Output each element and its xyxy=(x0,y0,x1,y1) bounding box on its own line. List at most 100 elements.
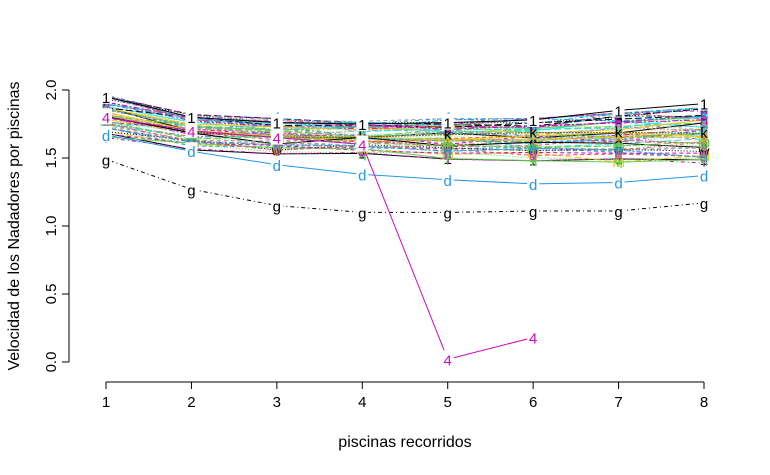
background-point-marker: p xyxy=(444,139,452,156)
background-point-marker: 2 xyxy=(273,137,281,154)
background-point-marker: a xyxy=(614,118,623,135)
background-point-marker: 8 xyxy=(700,122,708,139)
background-point-marker: j xyxy=(701,149,705,166)
point-marker-halo xyxy=(100,108,112,125)
point-marker-halo xyxy=(441,203,454,220)
background-series-line xyxy=(105,101,705,130)
point-marker-halo xyxy=(698,94,710,111)
background-point-marker: i xyxy=(702,109,705,126)
background-point-marker: r xyxy=(702,126,707,143)
background-point-marker: t xyxy=(531,119,536,136)
background-series-line xyxy=(105,127,705,158)
ticks: 1 2 3 4 5 6 7 80.00.51.01.52.0 xyxy=(43,80,708,411)
background-point-marker: 1 xyxy=(614,151,622,168)
background-point-marker: y xyxy=(615,130,623,147)
background-series-line xyxy=(105,115,705,149)
x-tick-label: 3 xyxy=(273,394,281,411)
point-marker-g: g xyxy=(358,205,366,222)
background-series-line xyxy=(105,94,705,125)
point-marker-g: g xyxy=(444,205,452,222)
background-point-marker: r xyxy=(445,126,450,143)
background-point-marker: k xyxy=(529,125,537,142)
point-marker-d: d xyxy=(529,177,537,194)
background-series-line xyxy=(105,95,705,128)
point-marker-halo xyxy=(356,115,369,131)
background-point-marker: w xyxy=(270,142,282,159)
background-point-marker: i xyxy=(617,124,620,141)
background-point-marker: p xyxy=(700,125,708,142)
background-point-marker: m xyxy=(441,137,454,154)
background-point-marker: l xyxy=(104,116,107,133)
background-point-marker: e xyxy=(187,130,195,147)
background-point-marker: 7 xyxy=(700,152,708,169)
point-marker-g: g xyxy=(102,152,110,169)
background-point-marker: 2 xyxy=(444,145,452,162)
x-tick-label: 7 xyxy=(614,394,622,411)
background-point-marker: t xyxy=(616,114,621,131)
background-point-marker: z xyxy=(700,108,708,125)
background-point-marker: f xyxy=(446,126,451,143)
background-point-marker: e xyxy=(529,139,537,156)
background-point-marker: q xyxy=(614,152,622,169)
background-point-marker: w xyxy=(441,140,453,157)
background-point-marker: k xyxy=(700,127,708,144)
background-point-marker: 6 xyxy=(700,111,708,128)
background-point-marker: b xyxy=(529,120,537,137)
background-point-marker: x xyxy=(700,135,708,152)
background-point-marker: j xyxy=(616,141,620,158)
background-point-marker: q xyxy=(529,150,537,167)
background-series-line xyxy=(105,121,705,145)
background-point-marker: 5 xyxy=(614,111,622,128)
background-point-marker: 2 xyxy=(700,131,708,148)
background-point-marker: y xyxy=(700,125,708,142)
background-series-line xyxy=(105,116,705,138)
point-marker-1: 1 xyxy=(187,110,195,127)
background-series-line xyxy=(105,122,705,148)
background-point-marker: f xyxy=(702,122,707,139)
background-point-marker: l xyxy=(617,142,620,159)
background-point-marker: 8 xyxy=(614,132,622,149)
background-point-marker: j xyxy=(530,141,534,158)
point-marker-1: 1 xyxy=(444,116,452,133)
background-point-marker: 8 xyxy=(529,143,537,160)
background-point-marker: j xyxy=(701,139,705,156)
background-point-marker: 9 xyxy=(614,109,622,126)
background-point-marker: l xyxy=(446,137,449,154)
background-point-marker: 7 xyxy=(273,140,281,157)
background-point-marker: e xyxy=(614,123,622,140)
x-tick-label: 5 xyxy=(444,394,452,411)
background-series-line xyxy=(105,107,705,134)
point-marker-halo xyxy=(100,125,112,142)
background-point-marker: 7 xyxy=(700,125,708,142)
background-point-marker: q xyxy=(273,144,281,161)
background-series-line xyxy=(105,114,705,142)
background-point-marker: z xyxy=(615,113,623,130)
background-point-marker: d xyxy=(614,146,622,163)
background-point-marker: q xyxy=(358,145,366,162)
point-marker-1: 1 xyxy=(529,113,537,130)
background-point-marker: a xyxy=(614,129,623,146)
point-marker-4: 4 xyxy=(187,124,195,141)
background-point-marker: g xyxy=(700,109,708,126)
point-marker-halo xyxy=(185,142,198,159)
x-tick-label: 6 xyxy=(529,394,537,411)
background-point-marker: k xyxy=(444,127,452,144)
background-point-marker: l xyxy=(702,134,705,151)
background-point-marker: 2 xyxy=(529,144,537,161)
background-point-marker: g xyxy=(102,96,110,113)
background-point-marker: q xyxy=(444,144,452,161)
point-marker-d: d xyxy=(614,175,622,192)
background-point-marker: b xyxy=(358,123,366,140)
background-point-marker: o xyxy=(700,115,708,132)
background-point-marker: 4 xyxy=(614,130,622,147)
y-tick-label: 0.5 xyxy=(43,284,60,305)
background-point-marker: m xyxy=(698,134,711,151)
x-tick-label: 4 xyxy=(358,394,366,411)
background-point-marker: c xyxy=(444,138,452,155)
background-point-marker: s xyxy=(700,126,708,143)
background-point-marker: j xyxy=(445,140,449,157)
background-point-marker: l xyxy=(446,151,449,168)
point-marker-halo xyxy=(270,196,283,213)
background-point-marker: 5 xyxy=(700,107,708,124)
